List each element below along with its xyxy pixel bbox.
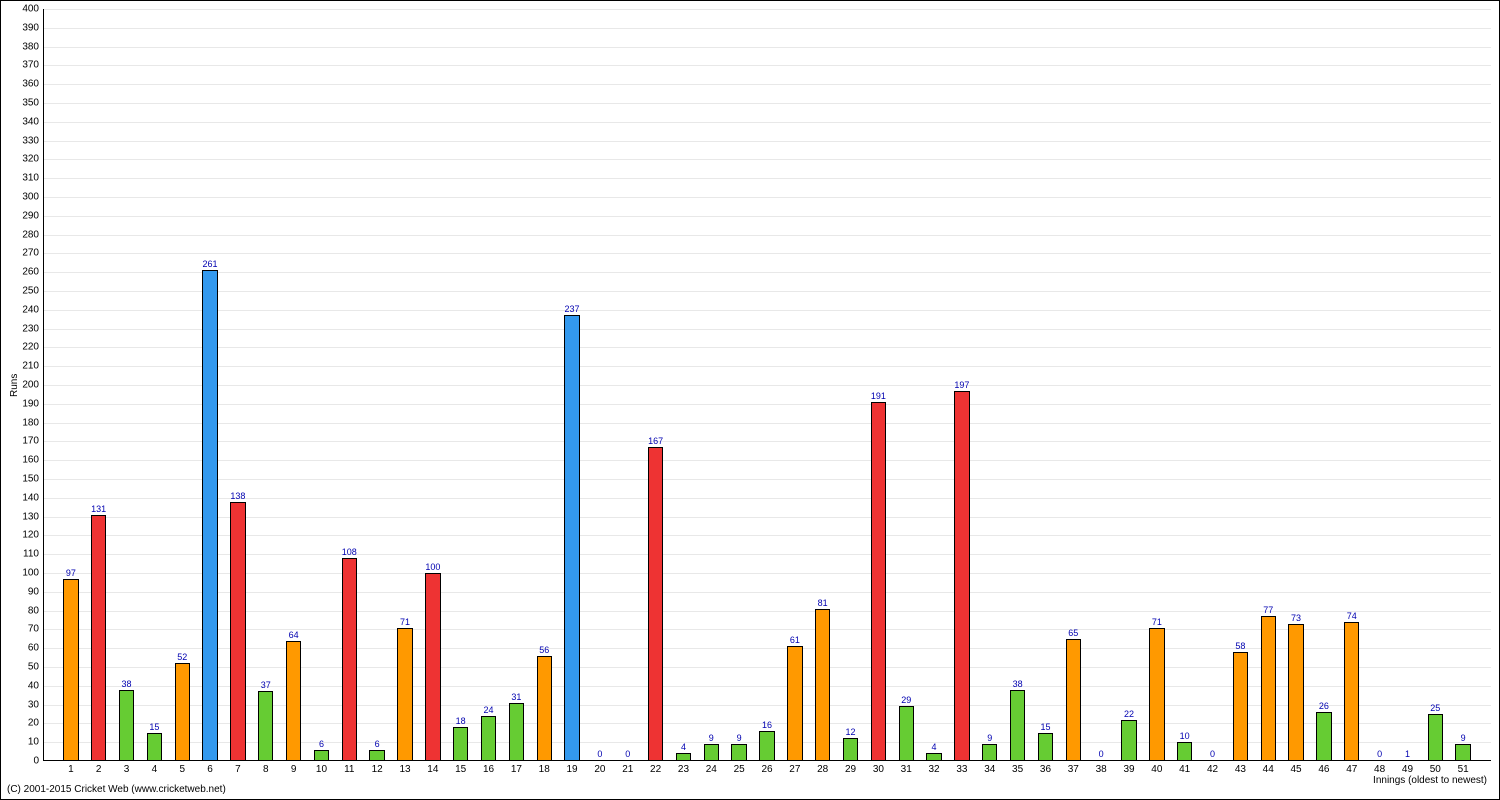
y-tick-label: 130 [22, 511, 43, 522]
x-tick-label: 51 [1458, 761, 1469, 775]
x-tick-label: 4 [152, 761, 158, 775]
x-tick-label: 43 [1235, 761, 1246, 775]
copyright-text: (C) 2001-2015 Cricket Web (www.cricketwe… [7, 784, 226, 795]
x-tick-label: 36 [1040, 761, 1051, 775]
y-tick-label: 370 [22, 60, 43, 71]
x-tick-label: 33 [956, 761, 967, 775]
y-tick-label: 320 [22, 154, 43, 165]
y-tick-label: 150 [22, 474, 43, 485]
y-tick-label: 360 [22, 79, 43, 90]
y-tick-label: 80 [28, 605, 43, 616]
x-axis-title: Innings (oldest to newest) [1373, 775, 1487, 786]
y-tick-label: 190 [22, 398, 43, 409]
y-tick-label: 350 [22, 98, 43, 109]
y-tick-label: 180 [22, 417, 43, 428]
runs-by-innings-chart: 9713138155226113837646108671100182431562… [0, 0, 1500, 800]
y-tick-label: 340 [22, 116, 43, 127]
y-tick-label: 30 [28, 699, 43, 710]
y-tick-label: 40 [28, 680, 43, 691]
y-tick-label: 400 [22, 4, 43, 15]
y-tick-label: 230 [22, 323, 43, 334]
x-tick-label: 42 [1207, 761, 1218, 775]
x-tick-label: 21 [622, 761, 633, 775]
y-tick-label: 70 [28, 624, 43, 635]
x-tick-label: 37 [1068, 761, 1079, 775]
x-tick-label: 5 [179, 761, 185, 775]
y-tick-label: 0 [33, 756, 43, 767]
x-tick-label: 25 [734, 761, 745, 775]
x-tick-label: 34 [984, 761, 995, 775]
y-tick-label: 220 [22, 342, 43, 353]
x-tick-label: 10 [316, 761, 327, 775]
x-tick-label: 2 [96, 761, 102, 775]
x-tick-label: 11 [344, 761, 354, 775]
x-tick-label: 24 [706, 761, 717, 775]
y-tick-label: 270 [22, 248, 43, 259]
y-tick-label: 60 [28, 643, 43, 654]
x-tick-label: 41 [1179, 761, 1190, 775]
x-tick-label: 46 [1318, 761, 1329, 775]
x-tick-label: 18 [539, 761, 550, 775]
y-axis-title: Runs [9, 374, 20, 397]
x-tick-label: 40 [1151, 761, 1162, 775]
x-tick-label: 26 [761, 761, 772, 775]
y-tick-label: 50 [28, 662, 43, 673]
y-tick-label: 280 [22, 229, 43, 240]
y-tick-label: 20 [28, 718, 43, 729]
x-tick-label: 35 [1012, 761, 1023, 775]
x-tick-label: 3 [124, 761, 130, 775]
x-tick-label: 39 [1123, 761, 1134, 775]
x-tick-label: 47 [1346, 761, 1357, 775]
x-tick-label: 20 [594, 761, 605, 775]
y-tick-label: 250 [22, 286, 43, 297]
y-tick-label: 120 [22, 530, 43, 541]
y-tick-label: 90 [28, 586, 43, 597]
y-tick-label: 210 [22, 361, 43, 372]
y-tick-label: 170 [22, 436, 43, 447]
y-tick-label: 160 [22, 455, 43, 466]
x-tick-label: 14 [427, 761, 438, 775]
x-tick-label: 23 [678, 761, 689, 775]
y-tick-label: 260 [22, 267, 43, 278]
y-tick-label: 290 [22, 210, 43, 221]
x-tick-label: 27 [789, 761, 800, 775]
y-tick-label: 330 [22, 135, 43, 146]
x-tick-label: 30 [873, 761, 884, 775]
y-tick-label: 140 [22, 492, 43, 503]
y-tick-label: 380 [22, 41, 43, 52]
x-tick-label: 6 [207, 761, 213, 775]
x-tick-label: 29 [845, 761, 856, 775]
y-tick-label: 200 [22, 380, 43, 391]
x-tick-label: 48 [1374, 761, 1385, 775]
x-tick-label: 7 [235, 761, 241, 775]
x-tick-label: 31 [901, 761, 912, 775]
y-tick-label: 390 [22, 22, 43, 33]
x-tick-label: 38 [1096, 761, 1107, 775]
y-tick-label: 100 [22, 568, 43, 579]
x-tick-label: 50 [1430, 761, 1441, 775]
x-tick-label: 22 [650, 761, 661, 775]
plot-area: 9713138155226113837646108671100182431562… [43, 9, 1491, 761]
y-tick-label: 310 [22, 173, 43, 184]
x-tick-label: 17 [511, 761, 522, 775]
x-tick-label: 1 [68, 761, 74, 775]
x-tick-label: 13 [399, 761, 410, 775]
x-tick-label: 12 [372, 761, 383, 775]
x-tick-label: 44 [1263, 761, 1274, 775]
y-tick-label: 300 [22, 192, 43, 203]
x-tick-label: 32 [929, 761, 940, 775]
x-tick-label: 45 [1291, 761, 1302, 775]
y-tick-label: 240 [22, 304, 43, 315]
x-tick-label: 16 [483, 761, 494, 775]
x-tick-label: 49 [1402, 761, 1413, 775]
x-tick-label: 19 [567, 761, 578, 775]
plot-border [43, 9, 1491, 761]
x-tick-label: 9 [291, 761, 297, 775]
x-tick-label: 28 [817, 761, 828, 775]
y-tick-label: 10 [28, 737, 43, 748]
x-tick-label: 15 [455, 761, 466, 775]
y-tick-label: 110 [23, 549, 43, 560]
x-tick-label: 8 [263, 761, 269, 775]
